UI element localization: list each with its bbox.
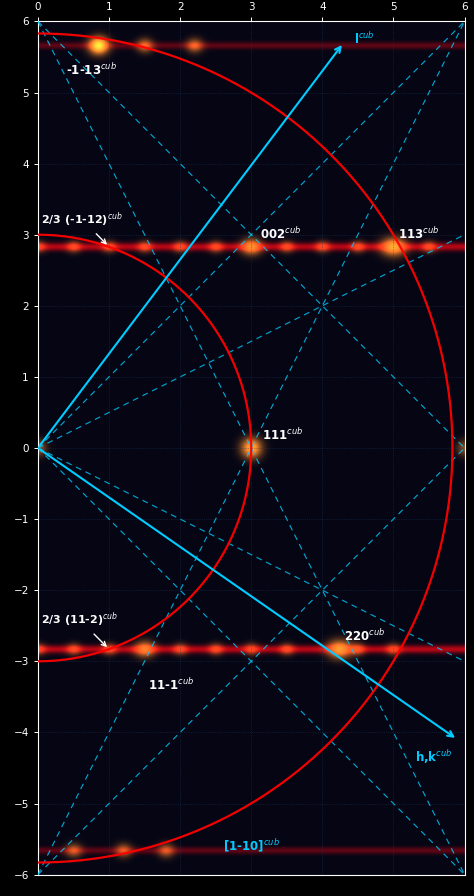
Text: [1-10]$^{cub}$: [1-10]$^{cub}$ [223,838,280,855]
Text: 2/3 (11-2)$^{cub}$: 2/3 (11-2)$^{cub}$ [42,611,119,646]
Text: 11-1$^{cub}$: 11-1$^{cub}$ [148,677,194,694]
Text: 002$^{cub}$: 002$^{cub}$ [260,226,301,242]
Text: 2/3 (-1-12)$^{cub}$: 2/3 (-1-12)$^{cub}$ [42,211,123,244]
Text: -1-13$^{cub}$: -1-13$^{cub}$ [66,63,118,78]
Text: l$^{cub}$: l$^{cub}$ [354,31,375,47]
Text: 111$^{cub}$: 111$^{cub}$ [262,427,303,443]
Text: h,k$^{cub}$: h,k$^{cub}$ [415,748,452,766]
Text: 220$^{cub}$: 220$^{cub}$ [344,627,385,643]
Text: 113$^{cub}$: 113$^{cub}$ [398,226,439,242]
